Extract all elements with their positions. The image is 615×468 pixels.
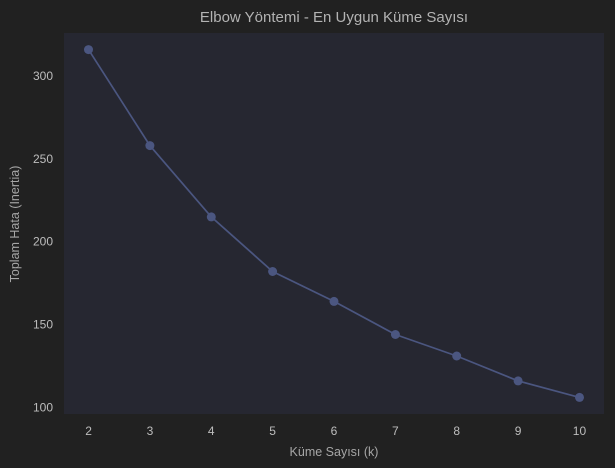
x-tick-label-10: 10 [573, 424, 587, 438]
x-tick-label-9: 9 [515, 424, 522, 438]
data-point-k6 [329, 296, 339, 306]
chart-title: Elbow Yöntemi - En Uygun Küme Sayısı [200, 9, 468, 26]
x-axis-label: Küme Sayısı (k) [290, 445, 379, 459]
plot-area [64, 33, 604, 414]
data-point-k10 [575, 392, 584, 402]
data-point-k8 [452, 351, 462, 361]
data-point-k3 [145, 141, 155, 151]
x-tick-label-6: 6 [331, 424, 338, 438]
data-point-k2 [84, 45, 93, 55]
data-point-k4 [206, 212, 216, 222]
y-axis-label: Toplam Hata (Inertia) [8, 166, 22, 283]
x-tick-label-5: 5 [269, 424, 276, 438]
x-axis-ticks: 2 3 4 5 6 7 8 9 10 [85, 424, 586, 438]
y-tick-label-150: 150 [33, 318, 53, 332]
x-tick-label-7: 7 [392, 424, 399, 438]
y-tick-label-300: 300 [33, 69, 53, 83]
x-tick-label-3: 3 [147, 424, 154, 438]
x-tick-label-8: 8 [453, 424, 460, 438]
data-point-k7 [390, 330, 400, 339]
data-point-k5 [268, 267, 278, 276]
y-axis-ticks: 100 150 200 250 300 [33, 69, 53, 414]
data-point-k9 [513, 376, 523, 386]
series-layer [84, 45, 584, 402]
y-tick-label-250: 250 [33, 152, 53, 166]
y-tick-label-200: 200 [33, 235, 53, 249]
y-tick-label-100: 100 [33, 400, 53, 414]
x-tick-label-2: 2 [85, 424, 92, 438]
x-tick-label-4: 4 [208, 424, 215, 438]
